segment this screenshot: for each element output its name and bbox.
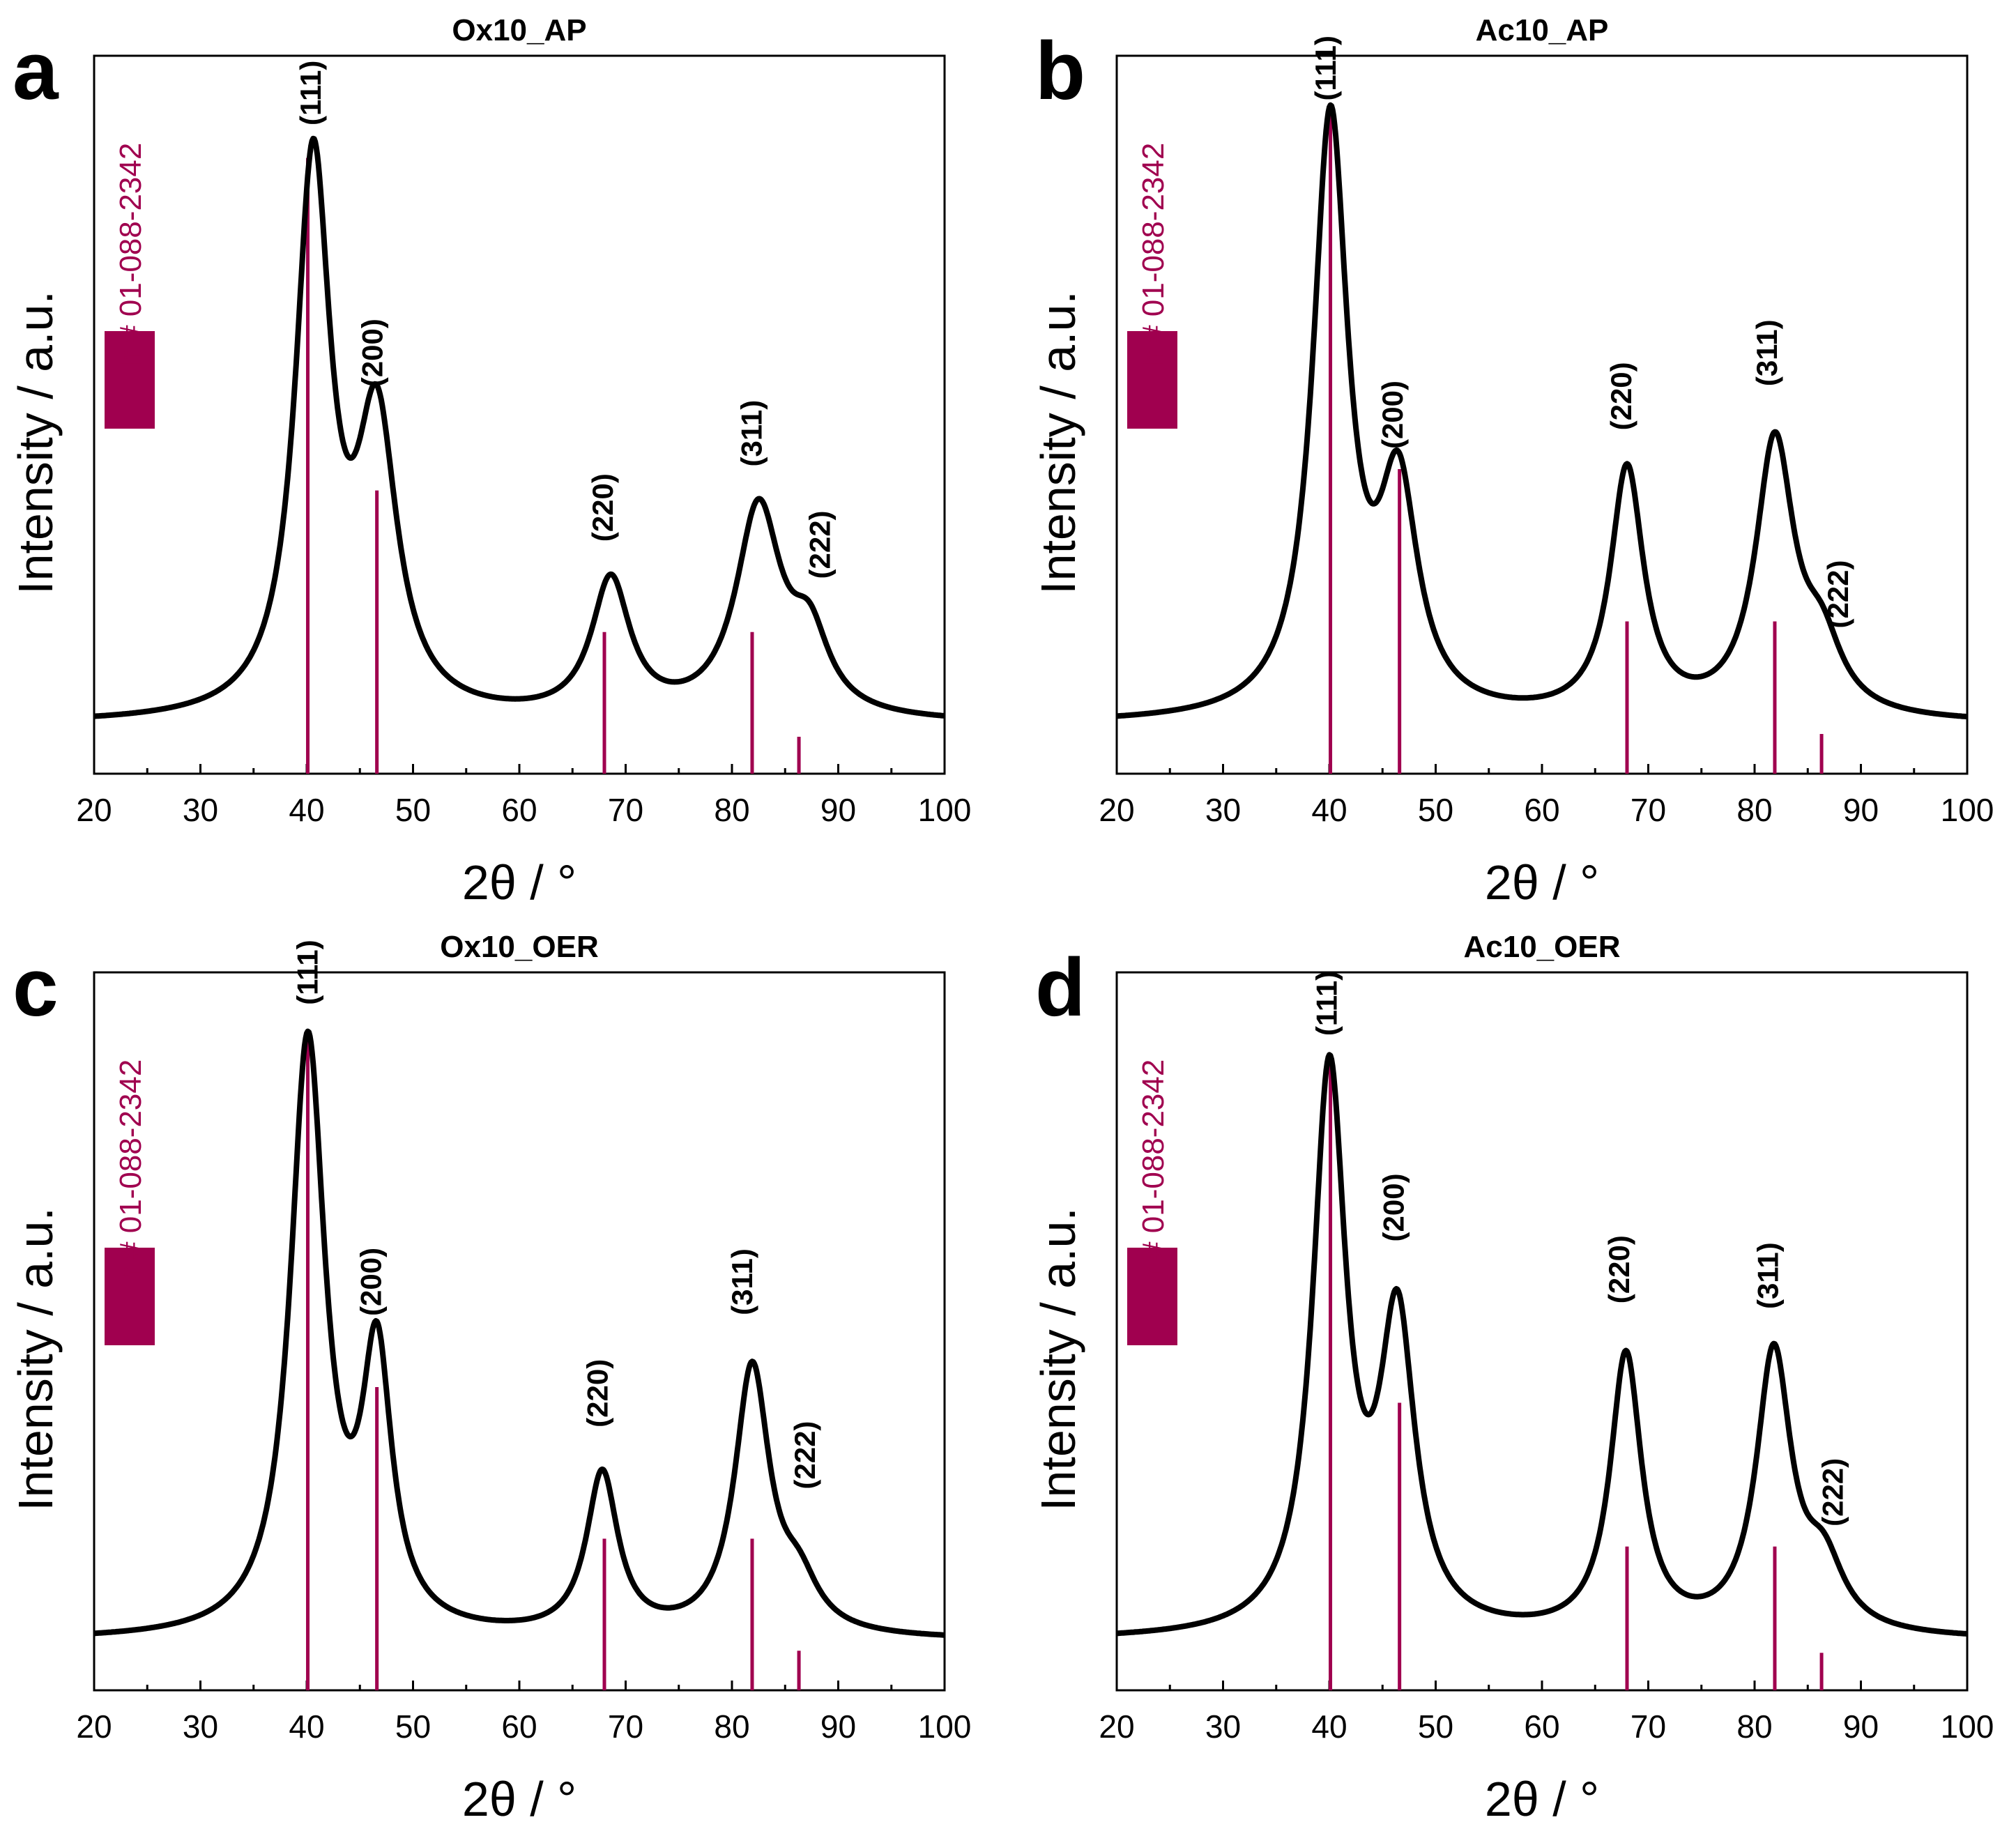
reference-legend-swatch	[105, 331, 155, 429]
peak-label: (222)	[803, 510, 836, 579]
x-tick-label: 70	[608, 1708, 643, 1745]
x-tick-label: 40	[1311, 1708, 1347, 1745]
panel-letter-c: c	[13, 942, 59, 1034]
x-tick-label: 90	[820, 792, 856, 828]
x-tick-label: 40	[289, 1708, 324, 1745]
panel-a: a Ox10_AP 20 30 40 50 60 70 80 90 100 Ir # 01-088…	[8, 13, 971, 910]
x-tick-label: 40	[289, 792, 324, 828]
x-tick-label: 100	[1941, 1708, 1994, 1745]
peak-label: (111)	[1309, 36, 1342, 100]
x-tick-label: 40	[1311, 792, 1347, 828]
peak-label: (220)	[581, 1359, 614, 1428]
x-tick-label: 30	[183, 792, 218, 828]
panel-d: d Ac10_OER 20 30 40 50 60 70 80 90 100 Ir # 01-08…	[1031, 930, 1994, 1826]
panel-letter-d: d	[1035, 942, 1085, 1034]
panel-b: b Ac10_AP 20 30 40 50 60 70 80 90 100 Ir # 01-088…	[1031, 13, 1994, 910]
x-axis-title-a: 2θ / °	[462, 855, 576, 910]
plot-frame	[1115, 971, 1969, 1692]
x-tick-label: 30	[1205, 1708, 1241, 1745]
x-tick-label: 100	[1941, 792, 1994, 828]
plot-area-a: 20 30 40 50 60 70 80 90 100 Ir # 01-088-2342 (111)…	[76, 54, 972, 828]
peak-label: (311)	[726, 1248, 758, 1315]
peak-label: (111)	[294, 61, 327, 125]
peak-label: (311)	[1750, 319, 1783, 386]
peak-label: (111)	[1311, 971, 1343, 1036]
x-tick-label: 100	[918, 792, 972, 828]
x-axis-title-b: 2θ / °	[1485, 855, 1599, 910]
y-axis-title-d: Intensity / a.u.	[1031, 1207, 1085, 1511]
x-tick-label: 60	[501, 792, 537, 828]
x-tick-label: 80	[714, 792, 749, 828]
plot-frame	[1115, 54, 1969, 775]
plot-frame	[93, 54, 946, 775]
peak-label: (311)	[735, 400, 768, 467]
x-tick-label: 60	[501, 1708, 537, 1745]
xrd-pattern-line	[1115, 1052, 1969, 1637]
x-tick-label: 50	[1418, 792, 1453, 828]
x-tick-label: 100	[918, 1708, 972, 1745]
peak-label: (222)	[1822, 560, 1854, 628]
reference-legend-label: Ir # 01-088-2342	[1136, 143, 1170, 369]
panel-title-d: Ac10_OER	[1463, 930, 1620, 964]
x-tick-label: 80	[1736, 792, 1772, 828]
x-tick-label: 90	[1843, 1708, 1879, 1745]
peak-label: (220)	[1605, 362, 1637, 430]
peak-label: (222)	[788, 1421, 821, 1490]
panel-letter-a: a	[13, 25, 59, 117]
peak-label: (200)	[355, 1248, 388, 1316]
panel-title-b: Ac10_AP	[1476, 13, 1609, 47]
xrd-pattern-line	[92, 135, 947, 719]
plot-area-c: 20 30 40 50 60 70 80 90 100 Ir # 01-088-2342 (111)…	[76, 940, 971, 1745]
panel-title-c: Ox10_OER	[440, 930, 598, 964]
reference-legend-label: Ir # 01-088-2342	[114, 143, 148, 369]
x-tick-label: 90	[820, 1708, 856, 1745]
x-axis-title-c: 2θ / °	[462, 1772, 576, 1826]
peak-label: (220)	[1603, 1235, 1635, 1303]
y-axis-title-c: Intensity / a.u.	[8, 1207, 63, 1511]
reference-legend-label: Ir # 01-088-2342	[1136, 1059, 1170, 1286]
x-tick-label: 20	[76, 1708, 112, 1745]
x-tick-label: 70	[608, 792, 643, 828]
xrd-pattern-line	[92, 1028, 947, 1638]
panel-c: c Ox10_OER 20 30 40 50 60 70 80 90 100 Ir # 01-08…	[8, 930, 971, 1826]
peak-label: (220)	[586, 473, 619, 542]
x-tick-label: 50	[395, 1708, 431, 1745]
x-tick-label: 80	[1736, 1708, 1772, 1745]
x-tick-label: 80	[714, 1708, 749, 1745]
peak-label: (200)	[356, 319, 388, 387]
reference-legend-swatch	[1127, 1248, 1177, 1345]
x-tick-label: 20	[1099, 1708, 1134, 1745]
panel-letter-b: b	[1035, 25, 1085, 117]
peak-label: (311)	[1752, 1242, 1785, 1309]
peak-label: (222)	[1817, 1458, 1849, 1526]
panel-title-a: Ox10_AP	[452, 13, 586, 47]
reference-legend-swatch	[1127, 331, 1177, 429]
y-axis-title-a: Intensity / a.u.	[8, 291, 63, 595]
plot-area-d: 20 30 40 50 60 70 80 90 100 Ir # 01-088-2342 (111)…	[1099, 971, 1994, 1745]
y-axis-title-b: Intensity / a.u.	[1031, 291, 1085, 595]
x-tick-label: 90	[1843, 792, 1879, 828]
x-tick-label: 50	[395, 792, 431, 828]
reference-legend-swatch	[105, 1248, 155, 1345]
x-tick-label: 20	[76, 792, 112, 828]
peak-label: (111)	[291, 940, 323, 1004]
x-tick-label: 60	[1524, 792, 1559, 828]
x-tick-label: 70	[1631, 1708, 1666, 1745]
plot-area-b: 20 30 40 50 60 70 80 90 100 Ir # 01-088-2342 (111)…	[1099, 36, 1994, 828]
x-tick-label: 30	[1205, 792, 1241, 828]
xrd-pattern-line	[1115, 102, 1969, 720]
x-tick-label: 30	[183, 1708, 218, 1745]
peak-label: (200)	[1377, 1173, 1410, 1241]
reference-legend-label: Ir # 01-088-2342	[114, 1059, 148, 1286]
x-tick-label: 70	[1631, 792, 1666, 828]
x-tick-label: 60	[1524, 1708, 1559, 1745]
x-tick-label: 20	[1099, 792, 1134, 828]
peak-label: (200)	[1376, 381, 1409, 449]
x-axis-title-d: 2θ / °	[1485, 1772, 1599, 1826]
x-tick-label: 50	[1418, 1708, 1453, 1745]
